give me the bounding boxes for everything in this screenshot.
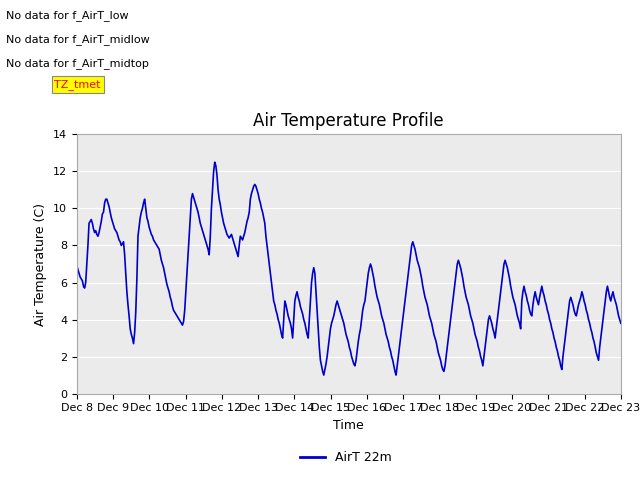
X-axis label: Time: Time (333, 419, 364, 432)
Text: No data for f_AirT_midtop: No data for f_AirT_midtop (6, 58, 149, 69)
Y-axis label: Air Temperature (C): Air Temperature (C) (35, 203, 47, 325)
Text: No data for f_AirT_low: No data for f_AirT_low (6, 10, 129, 21)
Text: TZ_tmet: TZ_tmet (54, 79, 101, 90)
Text: No data for f_AirT_midlow: No data for f_AirT_midlow (6, 34, 150, 45)
Legend: AirT 22m: AirT 22m (295, 446, 396, 469)
Title: Air Temperature Profile: Air Temperature Profile (253, 112, 444, 130)
